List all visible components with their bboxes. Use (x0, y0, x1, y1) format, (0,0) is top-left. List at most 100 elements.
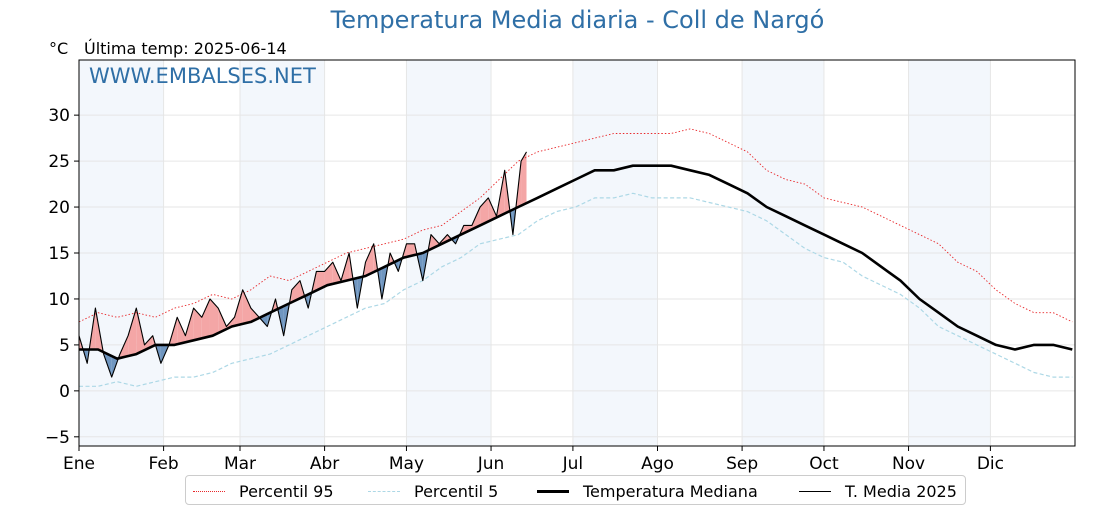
point-current (193, 308, 194, 309)
point-p5 (117, 381, 118, 382)
point-median (976, 335, 977, 336)
point-p5 (1072, 376, 1073, 377)
x-tick-label: Abr (310, 454, 339, 474)
point-median (518, 206, 519, 207)
point-p95 (346, 252, 347, 253)
point-p5 (575, 206, 576, 207)
point-current (324, 271, 325, 272)
point-p95 (594, 138, 595, 139)
anomaly-segment (202, 299, 210, 338)
point-current (422, 280, 423, 281)
point-p5 (823, 257, 824, 258)
point-p95 (384, 243, 385, 244)
point-p95 (441, 225, 442, 226)
point-median (919, 298, 920, 299)
point-current (275, 298, 276, 299)
point-p95 (1072, 321, 1073, 322)
point-median (327, 285, 328, 286)
point-current (504, 170, 505, 171)
point-p5 (881, 285, 882, 286)
point-p5 (518, 234, 519, 235)
point-median (250, 321, 251, 322)
y-tick-label: 10 (48, 290, 70, 310)
point-p95 (403, 239, 404, 240)
point-p5 (1014, 363, 1015, 364)
point-current (406, 243, 407, 244)
point-median (900, 280, 901, 281)
point-median (537, 197, 538, 198)
point-median (441, 243, 442, 244)
point-current (128, 335, 129, 336)
point-p95 (747, 151, 748, 152)
point-p95 (537, 151, 538, 152)
point-current (316, 271, 317, 272)
point-median (1033, 344, 1034, 345)
point-p5 (289, 344, 290, 345)
point-current (234, 317, 235, 318)
point-current (430, 234, 431, 235)
point-p95 (422, 229, 423, 230)
point-p95 (1014, 303, 1015, 304)
point-current (218, 308, 219, 309)
point-p95 (1053, 312, 1054, 313)
point-median (422, 252, 423, 253)
point-p95 (308, 271, 309, 272)
point-p95 (957, 262, 958, 263)
legend-item-median: Temperatura Mediana (537, 481, 758, 501)
point-p95 (212, 294, 213, 295)
x-tick-label: Oct (809, 454, 839, 474)
point-p5 (441, 266, 442, 267)
point-current (185, 335, 186, 336)
point-current (463, 225, 464, 226)
point-p5 (728, 206, 729, 207)
point-current (160, 363, 161, 364)
anomaly-segment (325, 262, 333, 286)
point-p5 (594, 197, 595, 198)
legend-label-current: T. Media 2025 (845, 482, 957, 501)
x-tick-label: Jul (562, 454, 584, 474)
point-p95 (900, 225, 901, 226)
point-p95 (976, 271, 977, 272)
y-tick-label: 15 (48, 244, 70, 264)
point-p95 (460, 211, 461, 212)
point-p5 (671, 197, 672, 198)
point-median (365, 275, 366, 276)
point-p5 (957, 335, 958, 336)
point-median (823, 234, 824, 235)
point-median (594, 170, 595, 171)
point-current (226, 326, 227, 327)
point-p95 (728, 142, 729, 143)
point-p95 (690, 128, 691, 129)
y-tick-label: 0 (59, 382, 70, 402)
point-median (1072, 349, 1073, 350)
point-current (119, 353, 120, 354)
point-current (526, 151, 527, 152)
point-current (136, 308, 137, 309)
point-p95 (823, 197, 824, 198)
point-p5 (365, 308, 366, 309)
point-p5 (1053, 376, 1054, 377)
point-p95 (231, 298, 232, 299)
legend-swatch-p5 (368, 491, 400, 492)
point-current (471, 225, 472, 226)
point-median (728, 183, 729, 184)
point-current (349, 252, 350, 253)
point-median (709, 174, 710, 175)
point-p95 (919, 234, 920, 235)
anomaly-segment (210, 299, 218, 336)
point-p5 (785, 234, 786, 235)
point-median (613, 170, 614, 171)
point-p5 (900, 294, 901, 295)
point-p95 (804, 183, 805, 184)
point-current (447, 234, 448, 235)
point-median (499, 216, 500, 217)
point-current (520, 160, 521, 161)
y-tick-label: 30 (48, 106, 70, 126)
y-tick-label: 5 (59, 336, 70, 356)
point-median (747, 193, 748, 194)
point-p5 (651, 197, 652, 198)
point-p5 (212, 372, 213, 373)
point-current (512, 234, 513, 235)
legend-item-p95: Percentil 95 (193, 481, 334, 501)
point-median (231, 326, 232, 327)
